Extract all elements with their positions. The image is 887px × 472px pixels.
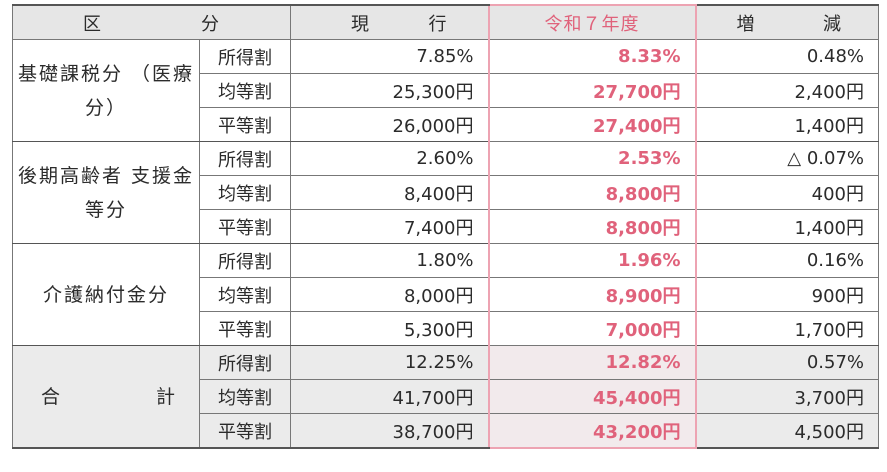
table-row: 介護納付金分 所得割 1.80% 1.96% 0.16% <box>12 243 879 346</box>
new-value: 8.33% <box>487 39 697 74</box>
group-label-line: 後期高齢者 <box>17 164 123 187</box>
header-diff-right: 減 <box>823 13 842 35</box>
new-value: 12.82% <box>487 345 697 380</box>
current-value: 8,400円 <box>290 175 489 210</box>
levy-type: 平等割 <box>199 107 291 142</box>
table-row: 均等割 8,400円 8,800円 400円 <box>13 175 879 210</box>
header-diff-left: 増 <box>736 13 756 35</box>
levy-type: 平等割 <box>199 413 291 449</box>
insurance-rate-table: 区 分 現 行 令和７年度 増 減 基礎課税分 <box>12 4 879 449</box>
diff-value: 1,400円 <box>695 209 879 244</box>
levy-type: 所得割 <box>199 243 291 278</box>
table-row: 平等割 26,000円 27,400円 1,400円 <box>13 107 879 142</box>
current-value: 2.60% <box>290 141 489 176</box>
table-row: 基礎課税分 （医療分） 所得割 7.85% 8.33% 0.48% <box>12 39 879 142</box>
group-label-line: 介護納付金分 <box>42 283 169 306</box>
header-new: 令和７年度 <box>487 4 697 40</box>
header-category: 区 分 <box>12 4 291 40</box>
table-row: 後期高齢者 支援金等分 所得割 2.60% 2.53% △ 0.07% <box>12 141 879 244</box>
levy-type: 平等割 <box>199 209 291 244</box>
group-label-line: （医療分） <box>84 62 195 119</box>
current-value: 8,000円 <box>290 277 489 312</box>
table-row: 平等割 5,300円 7,000円 1,700円 <box>13 311 879 346</box>
table-row: 平等割 38,700円 43,200円 4,500円 <box>13 413 879 449</box>
diff-value: 3,700円 <box>695 379 879 414</box>
new-value: 1.96% <box>487 243 697 278</box>
current-value: 12.25% <box>290 345 489 380</box>
group-label-nursing-care: 介護納付金分 <box>12 243 200 346</box>
total-label-right: 計 <box>155 385 177 408</box>
header-category-right: 分 <box>201 13 220 35</box>
current-value: 5,300円 <box>290 311 489 346</box>
new-value: 2.53% <box>487 141 697 176</box>
current-value: 25,300円 <box>290 73 489 108</box>
diff-value: 0.57% <box>695 345 879 380</box>
levy-type: 均等割 <box>199 73 291 108</box>
diff-value: 900円 <box>695 277 879 312</box>
levy-type: 所得割 <box>199 39 291 74</box>
new-value: 8,800円 <box>487 209 697 244</box>
group-label-elderly-support: 後期高齢者 支援金等分 <box>12 141 200 244</box>
diff-value: 4,500円 <box>695 413 879 449</box>
current-value: 41,700円 <box>290 379 489 414</box>
levy-type: 均等割 <box>199 175 291 210</box>
group-label-total: 合 計 <box>12 345 200 449</box>
rate-table-container: 区 分 現 行 令和７年度 増 減 基礎課税分 <box>12 4 879 463</box>
current-value: 7.85% <box>290 39 489 74</box>
header-category-left: 区 <box>83 13 102 35</box>
header-current-right: 行 <box>428 13 448 35</box>
table-row: 均等割 41,700円 45,400円 3,700円 <box>13 379 879 414</box>
group-label-basic: 基礎課税分 （医療分） <box>12 39 200 142</box>
current-value: 7,400円 <box>290 209 489 244</box>
levy-type: 平等割 <box>199 311 291 346</box>
header-row: 区 分 現 行 令和７年度 増 減 <box>12 4 879 40</box>
header-diff: 増 減 <box>695 4 879 40</box>
current-value: 1.80% <box>290 243 489 278</box>
new-value: 43,200円 <box>487 413 697 449</box>
group-label-line: 基礎課税分 <box>17 62 123 85</box>
current-value: 26,000円 <box>290 107 489 142</box>
group-label-line: 支援金等分 <box>84 164 195 221</box>
new-value: 27,700円 <box>487 73 697 108</box>
header-current: 現 行 <box>290 4 489 40</box>
table-row: 均等割 25,300円 27,700円 2,400円 <box>13 73 879 108</box>
diff-value: 1,400円 <box>695 107 879 142</box>
diff-value: 400円 <box>695 175 879 210</box>
current-value: 38,700円 <box>290 413 489 449</box>
table-row: 均等割 8,000円 8,900円 900円 <box>13 277 879 312</box>
new-value: 7,000円 <box>487 311 697 346</box>
levy-type: 均等割 <box>199 379 291 414</box>
header-current-left: 現 <box>351 13 370 35</box>
new-value: 45,400円 <box>487 379 697 414</box>
diff-value: 1,700円 <box>695 311 879 346</box>
diff-value: 0.48% <box>695 39 879 74</box>
diff-value: 0.16% <box>695 243 879 278</box>
new-value: 8,800円 <box>487 175 697 210</box>
levy-type: 所得割 <box>199 141 291 176</box>
diff-value: 2,400円 <box>695 73 879 108</box>
table-row: 平等割 7,400円 8,800円 1,400円 <box>13 209 879 244</box>
diff-value: △ 0.07% <box>695 141 879 176</box>
new-value: 27,400円 <box>487 107 697 142</box>
levy-type: 所得割 <box>199 345 291 380</box>
table-row: 合 計 所得割 12.25% 12.82% 0.57% <box>12 345 879 449</box>
total-label-left: 合 <box>41 385 63 408</box>
new-value: 8,900円 <box>487 277 697 312</box>
levy-type: 均等割 <box>199 277 291 312</box>
